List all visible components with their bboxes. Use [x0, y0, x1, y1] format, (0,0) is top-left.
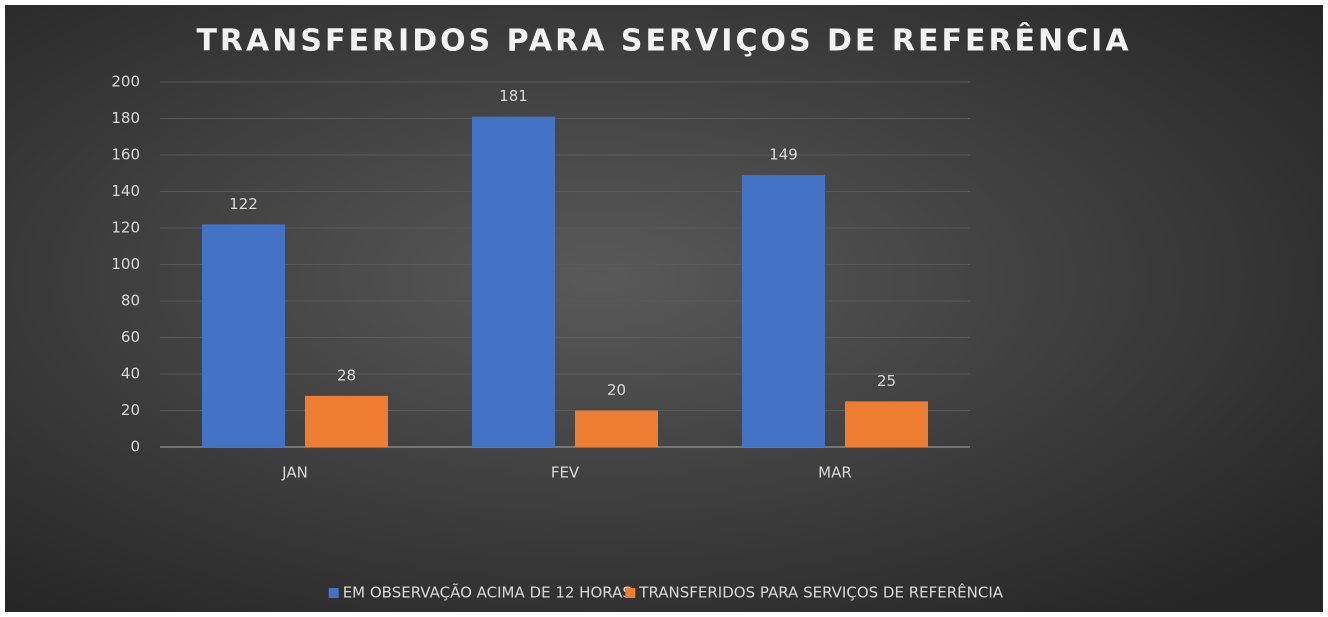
- data-label: 181: [499, 87, 528, 105]
- data-label: 20: [607, 381, 626, 399]
- data-label: 25: [877, 372, 896, 390]
- bar: [472, 116, 555, 448]
- legend-swatch: [625, 588, 636, 598]
- x-tick-label: FEV: [551, 464, 580, 482]
- y-tick-label: 200: [111, 73, 140, 91]
- y-tick-label: 180: [111, 109, 140, 127]
- y-tick-label: 100: [111, 255, 140, 273]
- bar: [202, 224, 285, 447]
- x-tick-label: JAN: [281, 464, 308, 482]
- legend-swatch: [328, 588, 339, 598]
- y-tick-label: 160: [111, 146, 140, 164]
- data-label: 28: [337, 366, 356, 384]
- bar: [575, 410, 658, 447]
- legend-label: TRANSFERIDOS PARA SERVIÇOS DE REFERÊNCIA: [638, 583, 1003, 602]
- chart-title: TRANSFERIDOS PARA SERVIÇOS DE REFERÊNCIA: [196, 23, 1131, 59]
- y-tick-label: 140: [111, 182, 140, 200]
- x-tick-label: MAR: [818, 464, 852, 482]
- bar: [305, 395, 388, 447]
- data-label: 149: [769, 146, 798, 164]
- y-tick-label: 120: [111, 219, 140, 237]
- y-tick-label: 80: [121, 292, 140, 310]
- bar: [742, 175, 825, 447]
- y-tick-label: 20: [121, 401, 140, 419]
- legend-label: EM OBSERVAÇÃO ACIMA DE 12 HORAS: [343, 583, 632, 602]
- y-tick-label: 40: [121, 365, 140, 383]
- data-label: 122: [229, 195, 258, 213]
- y-tick-label: 0: [130, 438, 140, 456]
- y-tick-label: 60: [121, 328, 140, 346]
- bar: [845, 401, 928, 447]
